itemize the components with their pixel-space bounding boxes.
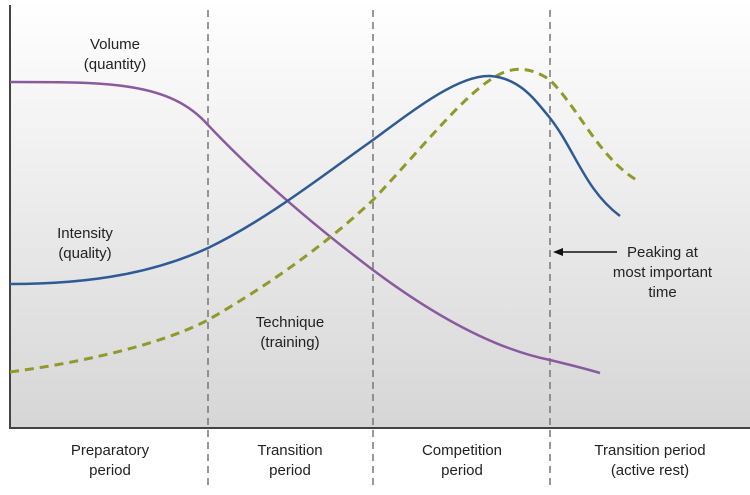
plot-area <box>10 0 750 428</box>
intensity-curve <box>9 74 621 286</box>
period-label-preparatory: Preparatory period <box>40 441 180 481</box>
volume-label-line2: (quantity) <box>83 56 147 73</box>
technique-label-line2: (training) <box>260 334 320 351</box>
intensity-label: Intensity (quality) <box>35 224 135 264</box>
intensity-label-line2: (quality) <box>58 245 112 262</box>
peaking-annotation: Peaking at most important time <box>600 243 725 303</box>
period-label-transition: Transition period <box>220 441 360 481</box>
technique-curve <box>9 67 641 374</box>
period-label-line1: Transition <box>257 442 323 459</box>
period-label-active-rest: Transition period (active rest) <box>570 441 730 481</box>
peaking-line2: most important <box>612 264 713 281</box>
peaking-line3: time <box>648 284 677 301</box>
peaking-line1: Peaking at <box>627 244 698 261</box>
volume-label-line1: Volume <box>89 36 141 53</box>
technique-label: Technique (training) <box>240 313 340 353</box>
period-label-line2: period <box>441 462 483 479</box>
intensity-label-line1: Intensity <box>57 225 113 242</box>
period-label-line2: period <box>89 462 131 479</box>
period-label-line1: Transition period <box>594 442 706 459</box>
period-label-line2: period <box>269 462 311 479</box>
volume-curve <box>9 80 601 375</box>
period-label-competition: Competition period <box>392 441 532 481</box>
period-label-line1: Competition <box>421 442 503 459</box>
period-label-line2: (active rest) <box>610 462 690 479</box>
volume-label: Volume (quantity) <box>60 35 170 75</box>
period-label-line1: Preparatory <box>70 442 150 459</box>
technique-label-line1: Technique <box>255 314 325 331</box>
peaking-arrow <box>553 248 617 256</box>
